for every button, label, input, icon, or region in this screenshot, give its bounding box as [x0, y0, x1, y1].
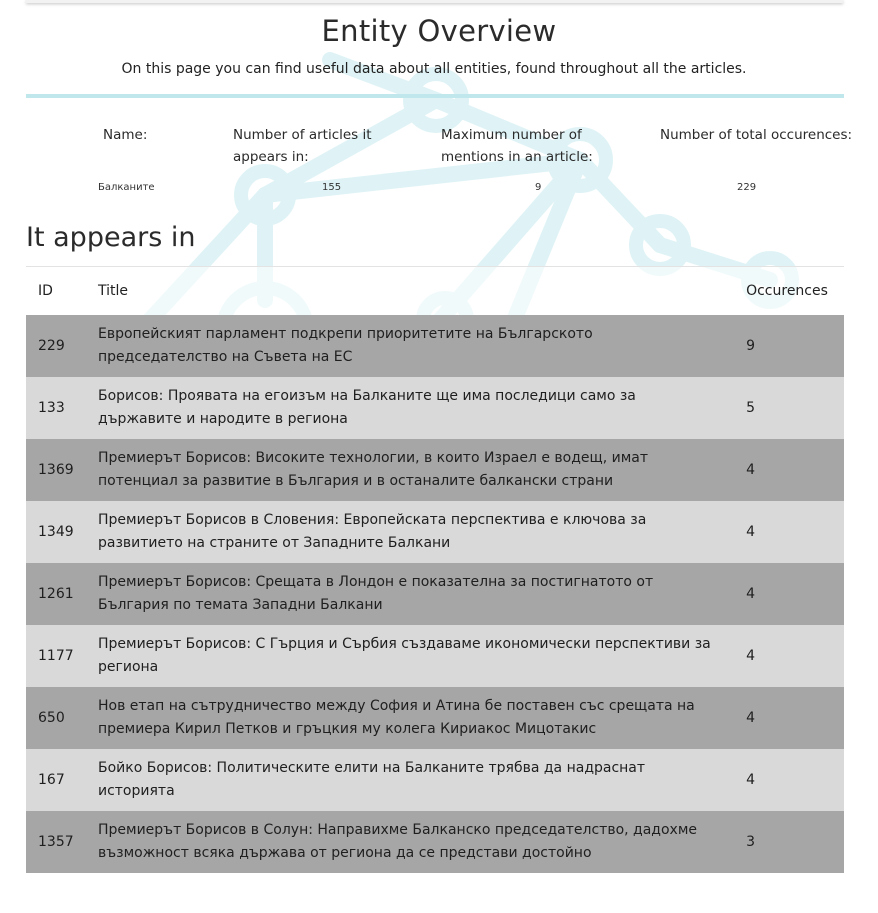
row-title[interactable]: Европейският парламент подкрепи приорите… [97, 326, 593, 365]
row-occurences: 4 [746, 585, 755, 602]
row-id: 167 [38, 771, 65, 788]
column-header-occurences[interactable]: Occurences [734, 266, 844, 315]
row-occurences: 4 [746, 523, 755, 540]
table-row[interactable]: 1261 Премиерът Борисов: Срещата в Лондон… [26, 563, 844, 625]
articles-count-label: Number of articles it appears in: [233, 127, 372, 165]
articles-count-value: 155 [322, 182, 342, 193]
row-occurences: 3 [746, 833, 755, 850]
row-id: 1177 [38, 647, 74, 664]
row-title[interactable]: Премиерът Борисов: С Гърция и Сърбия съз… [97, 636, 711, 675]
row-id: 133 [38, 399, 65, 416]
page-subtitle: On this page you can find useful data ab… [121, 61, 747, 77]
row-title[interactable]: Премиерът Борисов в Словения: Европейска… [97, 512, 647, 551]
page-title: Entity Overview [321, 14, 557, 48]
row-occurences: 4 [746, 709, 755, 726]
table-row[interactable]: 167 Бойко Борисов: Политическите елити н… [26, 749, 844, 811]
table-row[interactable]: 229 Европейският парламент подкрепи прио… [26, 315, 844, 377]
table-row[interactable]: 1357 Премиерът Борисов в Солун: Направих… [26, 811, 844, 873]
row-title[interactable]: Нов етап на сътрудничество между София и… [97, 698, 695, 737]
row-id: 1357 [38, 833, 74, 850]
name-label: Name: [103, 127, 148, 143]
row-occurences: 4 [746, 771, 755, 788]
row-occurences: 5 [746, 399, 755, 416]
row-title[interactable]: Бойко Борисов: Политическите елити на Ба… [97, 760, 646, 799]
table-row[interactable]: 650 Нов етап на сътрудничество между Соф… [26, 687, 844, 749]
appears-in-heading: It appears in [26, 222, 196, 253]
row-id: 1261 [38, 585, 74, 602]
column-header-title[interactable]: Title [85, 266, 735, 315]
total-occurences-label: Number of total occurences: [660, 127, 853, 143]
table-header-row: ID Title Occurences [26, 266, 844, 315]
row-title[interactable]: Премиерът Борисов: Високите технологии, … [97, 450, 649, 489]
table-row[interactable]: 133 Борисов: Проявата на егоизъм на Балк… [26, 377, 844, 439]
row-id: 1349 [38, 523, 74, 540]
max-mentions-label: Maximum number of mentions in an article… [441, 127, 593, 165]
row-id: 1369 [38, 461, 74, 478]
max-mentions-value: 9 [535, 182, 542, 193]
row-occurences: 4 [746, 647, 755, 664]
row-occurences: 4 [746, 461, 755, 478]
articles-table: ID Title Occurences 229 Европейският пар… [26, 266, 844, 873]
top-shadow-rule [26, 0, 843, 3]
row-id: 229 [38, 337, 65, 354]
entity-name-value: Балканите [98, 182, 155, 193]
column-header-id[interactable]: ID [26, 266, 86, 315]
row-occurences: 9 [746, 337, 755, 354]
section-divider [26, 94, 844, 98]
row-title[interactable]: Премиерът Борисов в Солун: Направихме Ба… [97, 822, 698, 861]
total-occurences-value: 229 [737, 182, 757, 193]
table-row[interactable]: 1349 Премиерът Борисов в Словения: Европ… [26, 501, 844, 563]
table-row[interactable]: 1177 Премиерът Борисов: С Гърция и Сърби… [26, 625, 844, 687]
row-title[interactable]: Борисов: Проявата на егоизъм на Балканит… [97, 388, 636, 427]
table-row[interactable]: 1369 Премиерът Борисов: Високите техноло… [26, 439, 844, 501]
row-title[interactable]: Премиерът Борисов: Срещата в Лондон е по… [97, 574, 654, 613]
row-id: 650 [38, 709, 65, 726]
